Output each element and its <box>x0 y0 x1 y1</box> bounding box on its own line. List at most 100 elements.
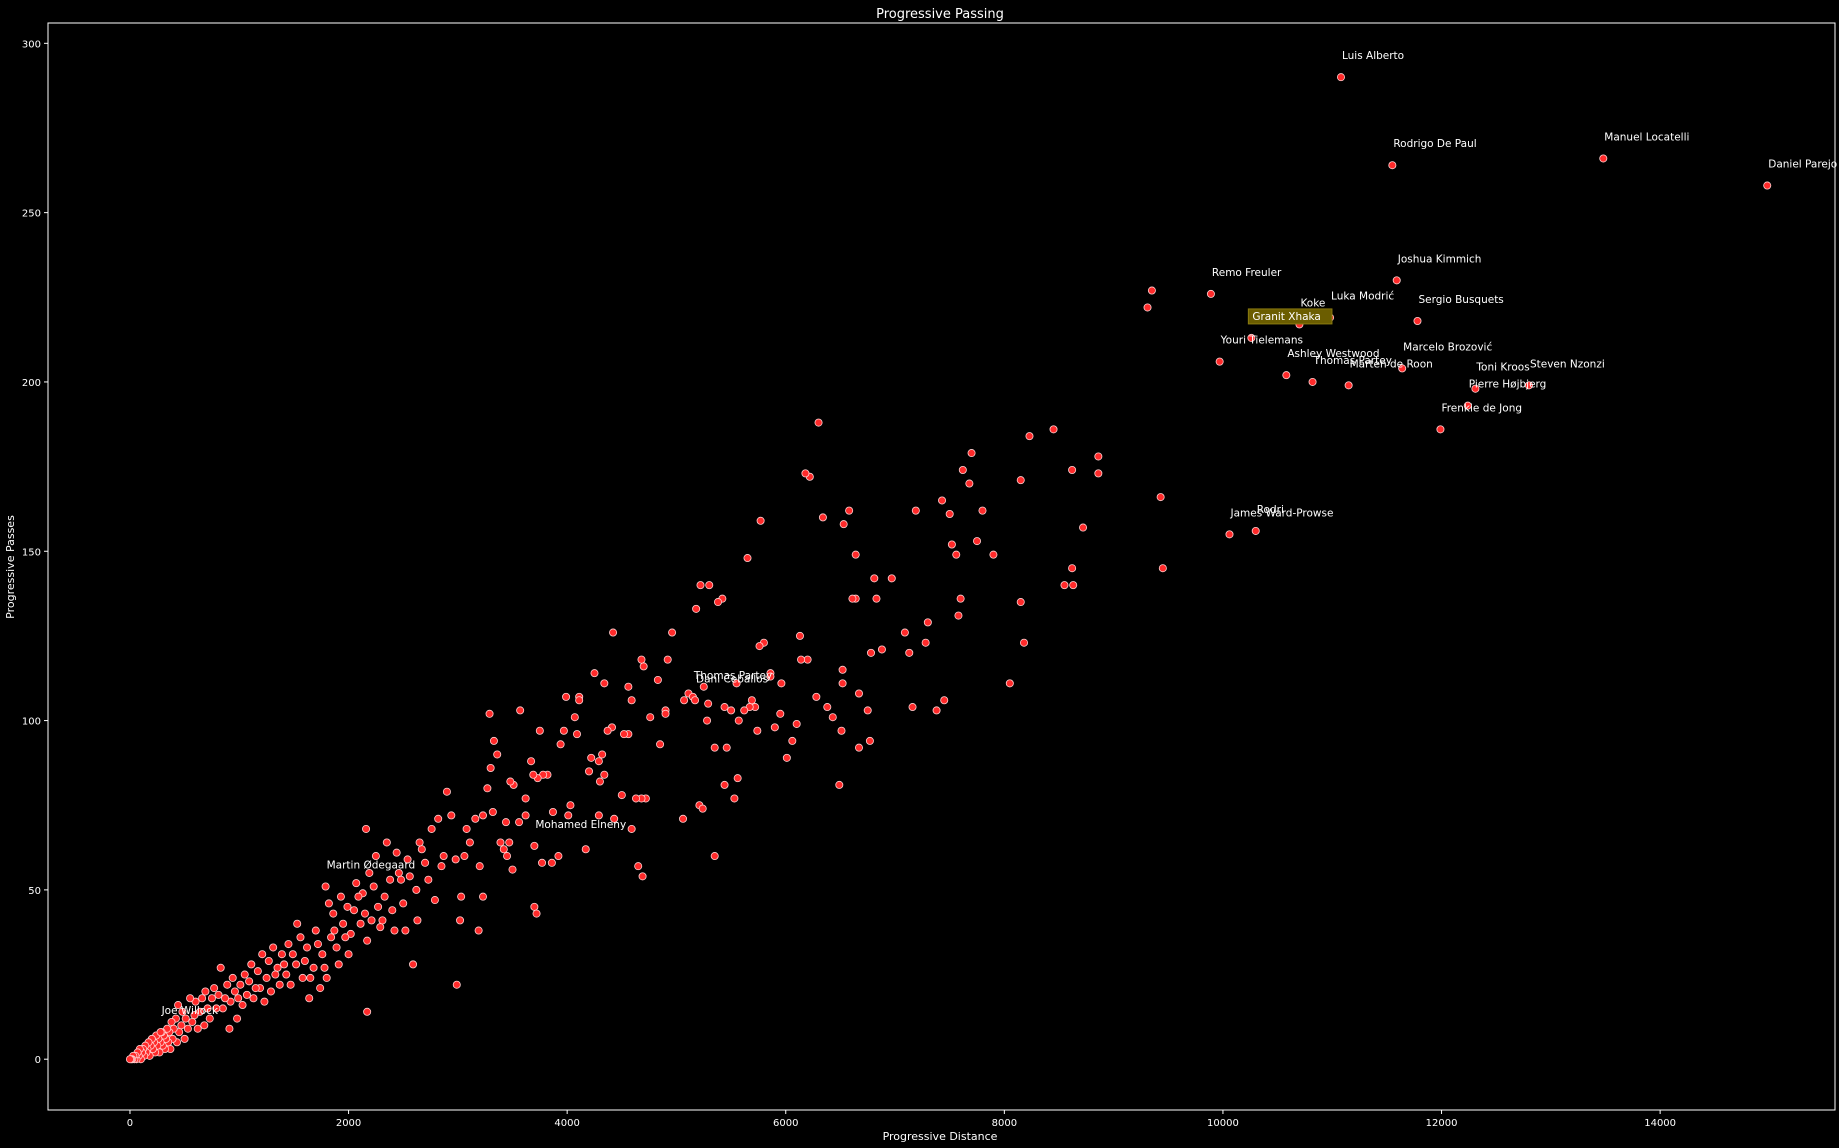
data-point <box>496 838 505 847</box>
data-point <box>839 520 848 529</box>
data-point <box>242 990 251 999</box>
player-label: Thomas Partey <box>693 670 772 682</box>
x-tick-label: 10000 <box>1207 1118 1239 1129</box>
data-point <box>1068 465 1077 474</box>
data-point <box>668 628 677 637</box>
data-point <box>316 984 325 993</box>
y-tick-label: 100 <box>22 717 41 728</box>
y-tick-label: 0 <box>35 1055 41 1066</box>
player-label: Frenkie de Jong <box>1441 402 1522 414</box>
data-point <box>330 926 339 935</box>
data-point <box>181 1014 190 1023</box>
labeled-data-point <box>530 841 539 850</box>
player-label: Granit Xhaka <box>1252 311 1321 323</box>
player-label: Dani Ceballos <box>696 673 768 685</box>
data-point <box>770 723 779 732</box>
data-point <box>456 916 465 925</box>
data-point <box>360 909 369 918</box>
data-point <box>365 868 374 877</box>
data-point <box>332 943 341 952</box>
data-point <box>1060 581 1069 590</box>
data-point <box>538 858 547 867</box>
data-point <box>369 882 378 891</box>
data-point <box>515 818 524 827</box>
labeled-data-point <box>1436 425 1445 434</box>
data-point <box>362 824 371 833</box>
data-point <box>356 919 365 928</box>
data-point <box>474 926 483 935</box>
data-point <box>280 960 289 969</box>
data-point <box>380 892 389 901</box>
data-point <box>600 770 609 779</box>
data-point <box>306 973 315 982</box>
data-point <box>198 994 207 1003</box>
data-point <box>207 994 216 1003</box>
data-point <box>508 865 517 874</box>
labeled-data-point <box>156 1028 165 1037</box>
data-point <box>590 669 599 678</box>
data-point <box>1143 303 1152 312</box>
data-point <box>465 838 474 847</box>
plot-frame <box>47 22 1836 1111</box>
data-point <box>403 855 412 864</box>
y-tick-label: 150 <box>22 547 41 558</box>
player-label: Martin Ødegaard <box>327 860 416 872</box>
data-point <box>710 743 719 752</box>
data-point <box>661 709 670 718</box>
labeled-data-point <box>691 696 700 705</box>
data-point <box>632 794 641 803</box>
data-point <box>430 896 439 905</box>
data-point <box>178 1007 187 1016</box>
data-point <box>1156 493 1165 502</box>
data-point <box>743 554 752 563</box>
data-point <box>705 581 714 590</box>
data-point <box>249 994 258 1003</box>
data-point <box>421 858 430 867</box>
data-point <box>334 960 343 969</box>
data-point <box>594 811 603 820</box>
data-point <box>755 642 764 651</box>
data-point <box>439 852 448 861</box>
data-point <box>954 611 963 620</box>
data-point <box>506 777 515 786</box>
data-point <box>240 970 249 979</box>
labeled-data-point <box>1763 181 1772 190</box>
data-point <box>835 780 844 789</box>
data-point <box>656 740 665 749</box>
player-label: Ashley Westwood <box>1287 348 1379 360</box>
data-point <box>854 689 863 698</box>
data-point <box>624 682 633 691</box>
labeled-data-point <box>1225 530 1234 539</box>
labeled-data-point <box>1206 289 1215 298</box>
labeled-data-point <box>1471 384 1480 393</box>
data-point <box>413 916 422 925</box>
data-point <box>797 655 806 664</box>
data-point <box>692 604 701 613</box>
data-point <box>619 730 628 739</box>
data-point <box>1020 638 1029 647</box>
data-point <box>521 811 530 820</box>
data-point <box>529 770 538 779</box>
data-point <box>887 574 896 583</box>
data-point <box>329 909 338 918</box>
player-label: Marcelo Brozović <box>1403 341 1492 353</box>
data-point <box>722 743 731 752</box>
data-point <box>603 726 612 735</box>
data-point <box>679 814 688 823</box>
data-point <box>867 648 876 657</box>
data-point <box>713 598 722 607</box>
data-point <box>266 987 275 996</box>
x-tick-label: 4000 <box>554 1118 579 1129</box>
data-point <box>193 1024 202 1033</box>
data-point <box>452 980 461 989</box>
data-point <box>210 984 219 993</box>
data-point <box>1025 432 1034 441</box>
data-point <box>814 418 823 427</box>
data-point <box>812 692 821 701</box>
data-point <box>245 977 254 986</box>
labeled-data-point <box>1392 276 1401 285</box>
data-point <box>412 885 421 894</box>
data-point <box>367 916 376 925</box>
data-point <box>486 763 495 772</box>
data-point <box>205 1014 214 1023</box>
